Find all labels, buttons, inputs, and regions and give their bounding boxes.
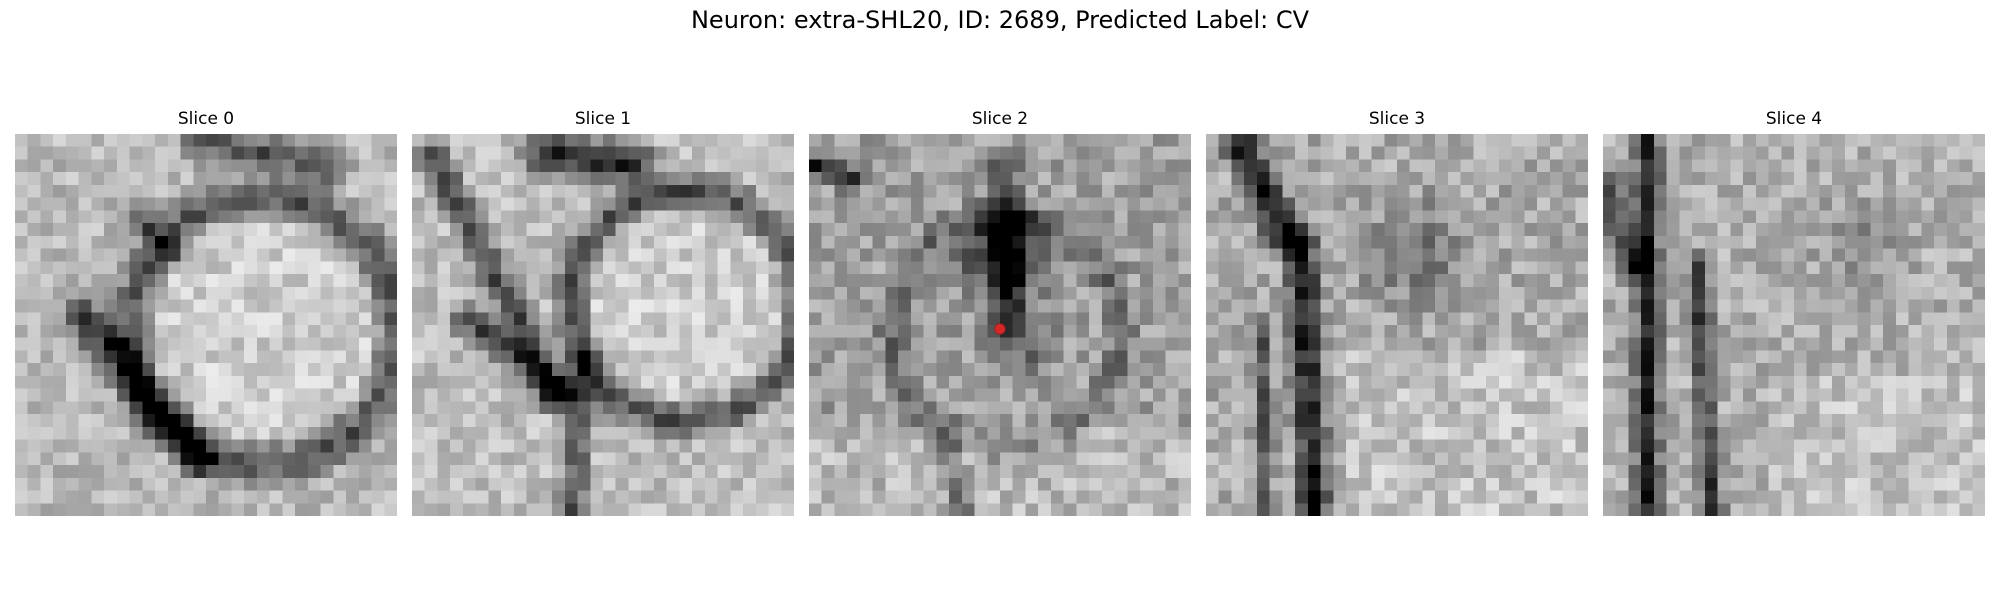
slice-image <box>1206 134 1588 516</box>
slice-title: Slice 4 <box>1765 109 1823 129</box>
slice-panel-0: Slice 0 <box>15 108 397 518</box>
slice-image <box>412 134 794 516</box>
slice-title: Slice 0 <box>177 109 235 129</box>
location-marker <box>995 324 1005 334</box>
slice-panel-4: Slice 4 <box>1603 108 1985 518</box>
slice-panel-1: Slice 1 <box>412 108 794 518</box>
slice-panel-2: Slice 2 <box>809 108 1191 518</box>
slice-title: Slice 1 <box>574 109 632 129</box>
slice-panel-3: Slice 3 <box>1206 108 1588 518</box>
slice-image <box>1603 134 1985 516</box>
figure-title: Neuron: extra-SHL20, ID: 2689, Predicted… <box>690 6 1310 34</box>
slice-image <box>15 134 397 516</box>
slice-title: Slice 3 <box>1368 109 1426 129</box>
slice-title: Slice 2 <box>971 109 1029 129</box>
